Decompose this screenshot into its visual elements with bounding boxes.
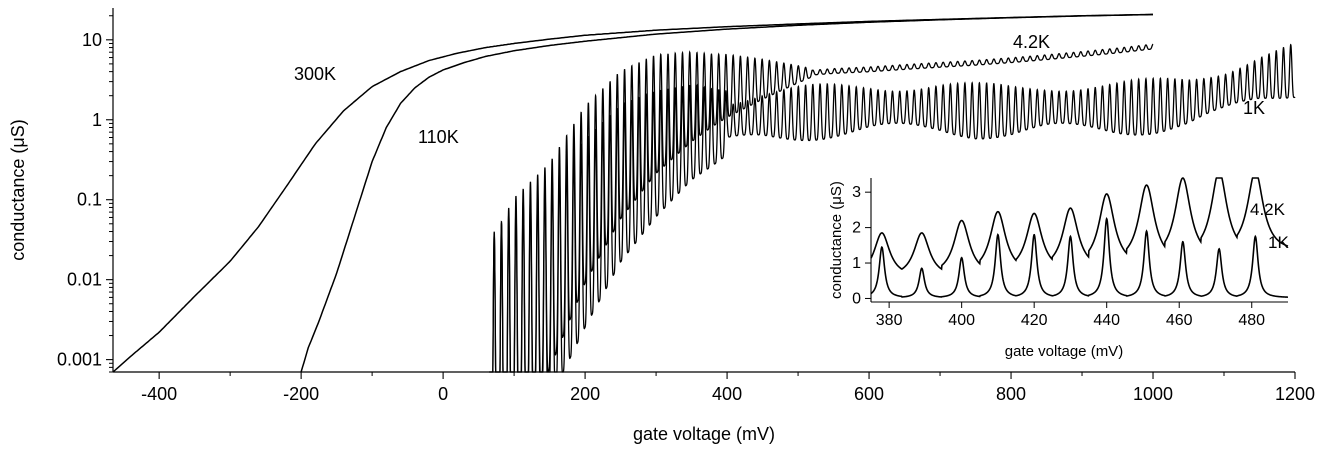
inset-background (878, 178, 1288, 303)
main-series (112, 13, 1296, 373)
main-x-ticks: -400 -200 0 200 400 600 800 1000 1200 (141, 372, 1315, 404)
main-x-tick-label: -200 (283, 384, 319, 404)
inset-label-1k: 1K (1268, 233, 1289, 252)
inset-series (870, 177, 1289, 298)
main-x-axis-label: gate voltage (mV) (633, 424, 775, 444)
main-x-tick-label: 600 (854, 384, 884, 404)
series-110k-line (300, 13, 1153, 373)
main-x-tick-label: 400 (712, 384, 742, 404)
inset-series-4-2k-line (870, 177, 1289, 271)
label-110k: 110K (418, 127, 459, 147)
label-4-2k: 4.2K (1013, 32, 1050, 52)
label-1k: 1K (1243, 98, 1265, 118)
main-y-tick-label: 10 (82, 30, 102, 50)
main-y-tick-label: 1 (92, 110, 102, 130)
inset-y-ticks: 0 1 2 3 (852, 184, 871, 307)
main-x-tick-label: 800 (996, 384, 1026, 404)
inset-series-1k-line (870, 217, 1289, 298)
main-x-tick-label: 1200 (1275, 384, 1315, 404)
inset-x-tick-label: 480 (1238, 312, 1265, 329)
inset-y-tick-label: 0 (852, 290, 861, 307)
main-x-tick-label: 1000 (1133, 384, 1173, 404)
inset-y-tick-label: 3 (852, 184, 861, 201)
main-y-tick-label: 0.1 (77, 190, 102, 210)
label-300k: 300K (294, 64, 336, 84)
inset-x-ticks: 380 400 420 440 460 480 (876, 302, 1265, 329)
main-plot: -400 -200 0 200 400 600 800 1000 1200 0.0010.010… (8, 8, 1315, 444)
inset-y-tick-label: 1 (852, 255, 861, 272)
inset-x-tick-label: 460 (1166, 312, 1193, 329)
main-y-tick-label: 0.001 (57, 350, 102, 370)
main-x-tick-label: 0 (438, 384, 448, 404)
main-y-tick-label: 0.01 (67, 270, 102, 290)
main-y-ticks: 0.001 0.01 0.1 1 10 (57, 15, 113, 373)
main-x-tick-label: 200 (570, 384, 600, 404)
series-4-2k-line (489, 43, 1154, 373)
inset-y-axis-label: conductance (μS) (828, 181, 845, 299)
inset-x-tick-label: 420 (1021, 312, 1048, 329)
inset-plot: 380 400 420 440 460 480 0 1 2 3 gate voltage (mV… (828, 177, 1289, 360)
main-y-axis-label: conductance (μS) (8, 119, 28, 260)
series-1k-line (489, 43, 1296, 373)
inset-x-tick-label: 440 (1093, 312, 1120, 329)
inset-y-tick-label: 2 (852, 220, 861, 237)
inset-x-tick-label: 380 (876, 312, 903, 329)
inset-label-4-2k: 4.2K (1250, 200, 1286, 219)
inset-x-tick-label: 400 (948, 312, 975, 329)
inset-x-axis-label: gate voltage (mV) (1005, 343, 1123, 360)
main-x-tick-label: -400 (141, 384, 177, 404)
